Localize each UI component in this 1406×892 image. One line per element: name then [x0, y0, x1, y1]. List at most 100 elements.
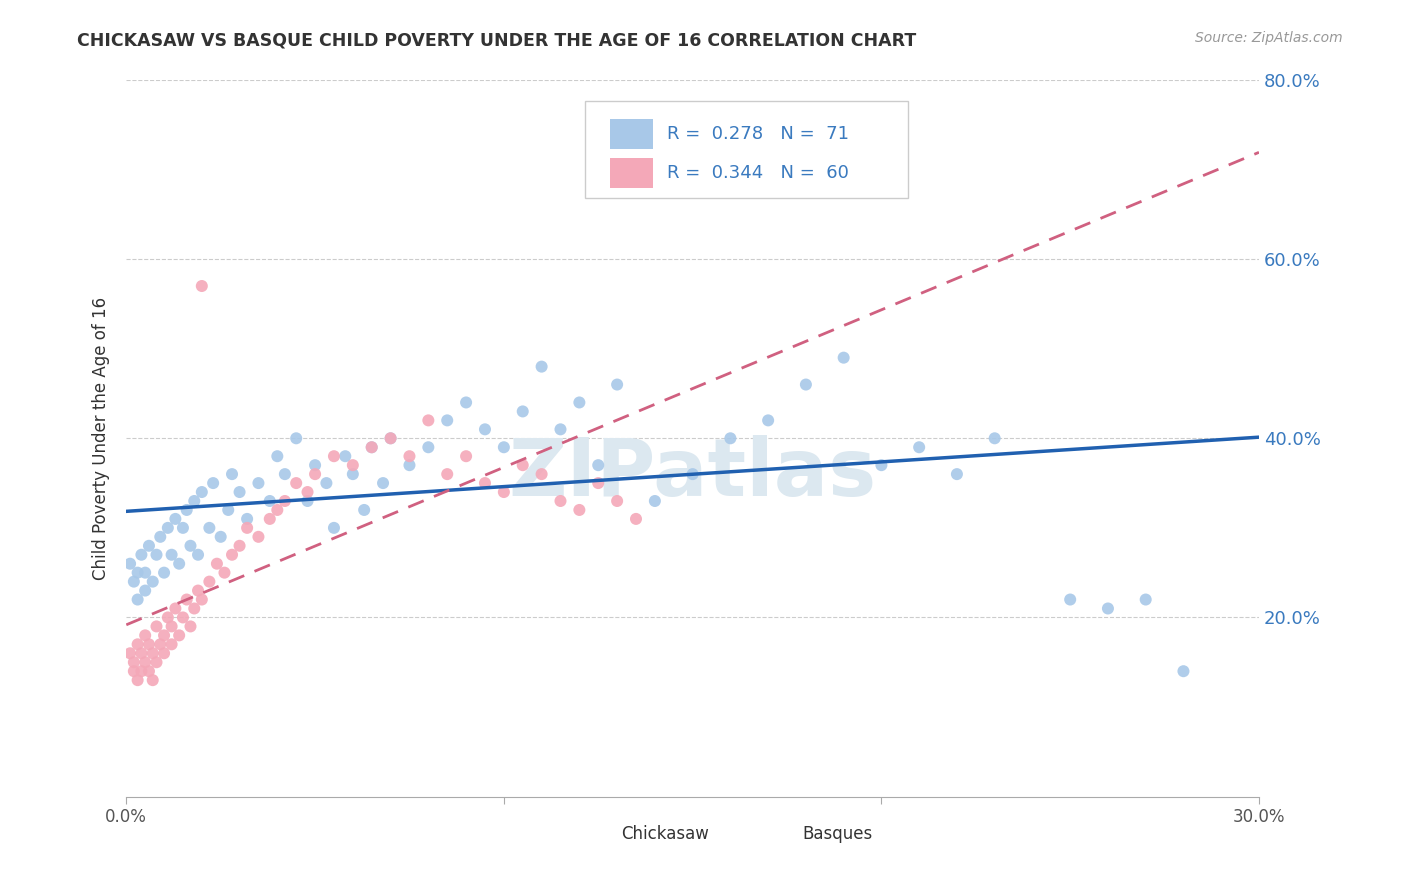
Point	[398, 449, 420, 463]
Point	[127, 566, 149, 580]
Point	[360, 440, 382, 454]
Point	[138, 664, 160, 678]
Point	[304, 467, 326, 482]
Point	[247, 476, 270, 491]
FancyBboxPatch shape	[610, 158, 652, 188]
Point	[176, 592, 198, 607]
Point	[756, 180, 779, 194]
Point	[191, 485, 214, 500]
Point	[228, 485, 250, 500]
Point	[353, 503, 375, 517]
Point	[153, 628, 176, 642]
Point	[342, 458, 364, 472]
Point	[131, 646, 153, 660]
Point	[134, 566, 156, 580]
Point	[142, 574, 165, 589]
Point	[436, 467, 458, 482]
Point	[149, 530, 172, 544]
Point	[832, 351, 855, 365]
Point	[456, 395, 478, 409]
Point	[160, 619, 183, 633]
Point	[134, 583, 156, 598]
Point	[214, 566, 236, 580]
Point	[221, 467, 243, 482]
Point	[236, 512, 259, 526]
Point	[122, 664, 145, 678]
Point	[145, 548, 167, 562]
Point	[172, 610, 194, 624]
Point	[127, 673, 149, 688]
Point	[179, 539, 201, 553]
Point	[586, 458, 609, 472]
Point	[198, 574, 221, 589]
Point	[530, 467, 553, 482]
Point	[512, 404, 534, 418]
Point	[436, 413, 458, 427]
Point	[134, 655, 156, 669]
Point	[191, 592, 214, 607]
Point	[568, 395, 591, 409]
Point	[512, 458, 534, 472]
Text: Basques: Basques	[803, 825, 873, 843]
Point	[624, 512, 647, 526]
Point	[756, 413, 779, 427]
Point	[153, 566, 176, 580]
Point	[266, 503, 288, 517]
Point	[138, 637, 160, 651]
Point	[176, 503, 198, 517]
Point	[492, 440, 515, 454]
Point	[183, 494, 205, 508]
Point	[156, 521, 179, 535]
Point	[1059, 592, 1081, 607]
Point	[127, 637, 149, 651]
Point	[418, 440, 440, 454]
Point	[908, 440, 931, 454]
Point	[644, 494, 666, 508]
Point	[274, 494, 297, 508]
Point	[183, 601, 205, 615]
Point	[134, 628, 156, 642]
Point	[606, 377, 628, 392]
Point	[315, 476, 337, 491]
Text: CHICKASAW VS BASQUE CHILD POVERTY UNDER THE AGE OF 16 CORRELATION CHART: CHICKASAW VS BASQUE CHILD POVERTY UNDER …	[77, 31, 917, 49]
Point	[142, 673, 165, 688]
Point	[122, 574, 145, 589]
Point	[122, 655, 145, 669]
Point	[160, 637, 183, 651]
Point	[568, 503, 591, 517]
Point	[718, 431, 741, 445]
Point	[371, 476, 394, 491]
Point	[418, 413, 440, 427]
Point	[530, 359, 553, 374]
Text: R =  0.344   N =  60: R = 0.344 N = 60	[666, 164, 848, 182]
Point	[304, 458, 326, 472]
Point	[145, 619, 167, 633]
Point	[259, 512, 281, 526]
Point	[259, 494, 281, 508]
Point	[586, 476, 609, 491]
Point	[236, 521, 259, 535]
Point	[323, 521, 346, 535]
Point	[131, 548, 153, 562]
Point	[221, 548, 243, 562]
Point	[153, 646, 176, 660]
Point	[127, 592, 149, 607]
Point	[191, 279, 214, 293]
Point	[120, 557, 142, 571]
Point	[120, 646, 142, 660]
Point	[606, 494, 628, 508]
Point	[187, 548, 209, 562]
Text: ZIPatlas: ZIPatlas	[509, 435, 877, 513]
Point	[297, 485, 319, 500]
FancyBboxPatch shape	[755, 825, 789, 843]
Point	[492, 485, 515, 500]
Point	[946, 467, 969, 482]
Point	[380, 431, 402, 445]
Point	[156, 610, 179, 624]
Point	[167, 557, 190, 571]
Text: R =  0.278   N =  71: R = 0.278 N = 71	[666, 126, 849, 144]
Point	[1135, 592, 1157, 607]
Text: Chickasaw: Chickasaw	[621, 825, 709, 843]
Point	[870, 458, 893, 472]
Point	[794, 377, 817, 392]
